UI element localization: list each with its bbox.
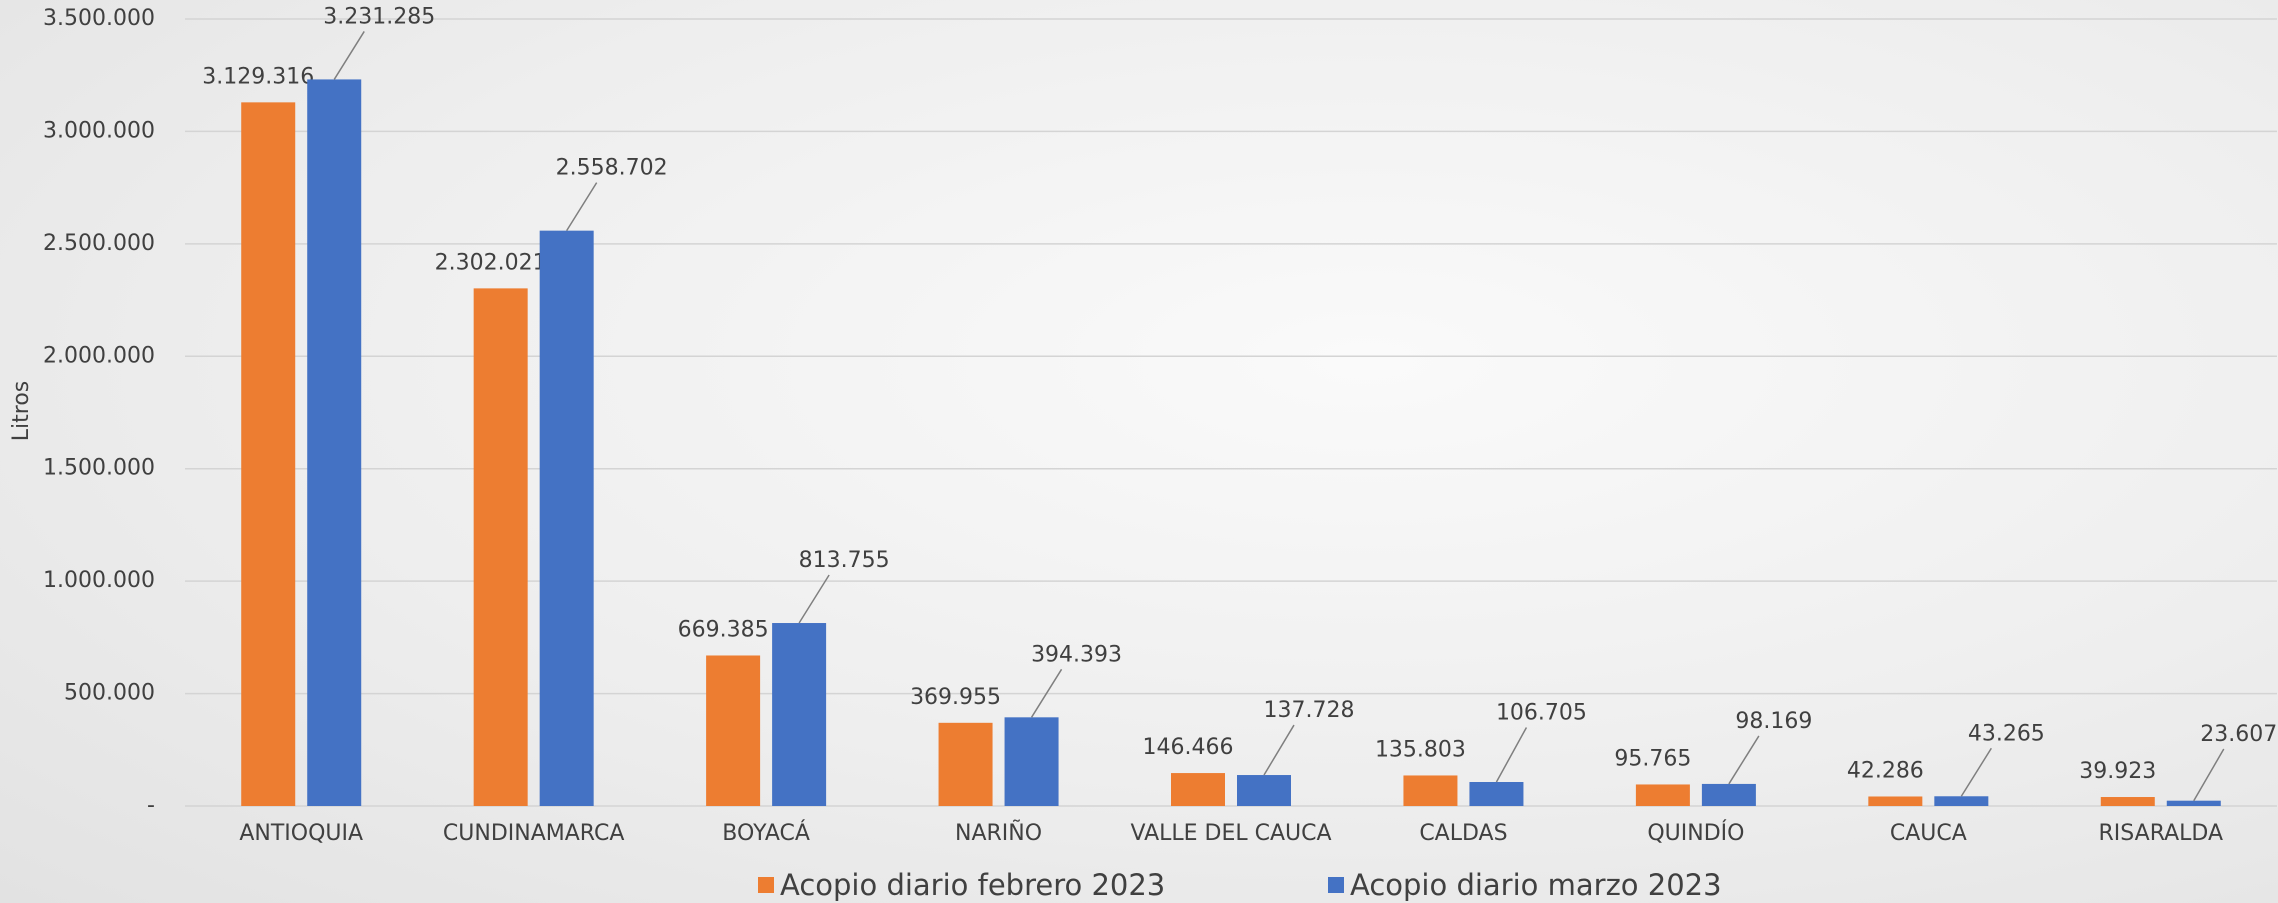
legend-swatch [758, 877, 774, 893]
data-label: 43.265 [1968, 721, 2045, 746]
leader-line [566, 182, 598, 232]
bar [1237, 775, 1291, 806]
bar [1004, 717, 1059, 806]
data-label: 23.607 [2200, 722, 2277, 747]
legend-swatch [1328, 877, 1344, 893]
data-label: 669.385 [678, 617, 769, 642]
data-label: 394.393 [1031, 642, 1122, 667]
leader-line [1728, 735, 1760, 785]
y-tick-label: 3.000.000 [43, 118, 155, 143]
x-tick-label: CAUCA [1890, 821, 1967, 846]
y-tick-label: - [147, 793, 155, 818]
x-tick-label: QUINDÍO [1647, 820, 1744, 846]
bar [1171, 773, 1225, 806]
data-label: 369.955 [910, 685, 1001, 710]
y-tick-label: 1.000.000 [43, 568, 155, 593]
leader-line [798, 574, 830, 624]
x-tick-label: RISARALDA [2099, 821, 2224, 846]
bar [1701, 783, 1756, 806]
data-label: 2.302.021 [435, 250, 547, 275]
data-label: 3.231.285 [323, 4, 435, 29]
data-label: 39.923 [2079, 759, 2156, 784]
bar [307, 79, 362, 806]
data-label: 146.466 [1143, 735, 1234, 760]
bar [1469, 782, 1524, 806]
x-tick-label: VALLE DEL CAUCA [1130, 821, 1331, 846]
y-axis-label: Litros [9, 381, 34, 441]
bar [706, 655, 761, 806]
y-tick-label: 2.000.000 [43, 343, 155, 368]
x-tick-label: CUNDINAMARCA [443, 821, 625, 846]
y-tick-label: 3.500.000 [43, 6, 155, 31]
leader-line [1960, 747, 1992, 797]
bar [539, 230, 594, 806]
bar [473, 288, 528, 806]
bar [2166, 800, 2221, 806]
y-tick-label: 1.500.000 [43, 456, 155, 481]
x-tick-label: CALDAS [1419, 821, 1507, 846]
x-tick-label: BOYACÁ [722, 820, 810, 846]
data-label: 137.728 [1264, 698, 1355, 723]
bar [938, 722, 993, 806]
data-label: 106.705 [1496, 700, 1587, 725]
data-label: 42.286 [1847, 758, 1924, 783]
leader-line [1495, 727, 1528, 783]
leader-line [1030, 668, 1063, 718]
bar [241, 102, 296, 806]
data-label: 135.803 [1375, 737, 1466, 762]
bar [772, 623, 827, 806]
data-label: 3.129.316 [202, 64, 314, 89]
x-tick-label: NARIÑO [955, 819, 1042, 846]
data-label: 813.755 [799, 548, 890, 573]
y-tick-label: 2.500.000 [43, 231, 155, 256]
data-label: 2.558.702 [556, 156, 668, 181]
bar [2100, 797, 2155, 806]
bar [1635, 784, 1690, 806]
bar [1868, 796, 1923, 806]
x-tick-label: ANTIOQUIA [239, 821, 363, 846]
bar [1403, 775, 1458, 806]
bar [1934, 796, 1989, 806]
data-label: 95.765 [1614, 746, 1691, 771]
legend-label: Acopio diario marzo 2023 [1350, 868, 1722, 902]
leader-line [333, 31, 365, 80]
legend-label: Acopio diario febrero 2023 [780, 868, 1165, 902]
y-tick-label: 500.000 [64, 681, 155, 706]
data-label: 98.169 [1735, 709, 1812, 734]
leader-line [1263, 724, 1295, 776]
leader-line [2193, 748, 2225, 802]
